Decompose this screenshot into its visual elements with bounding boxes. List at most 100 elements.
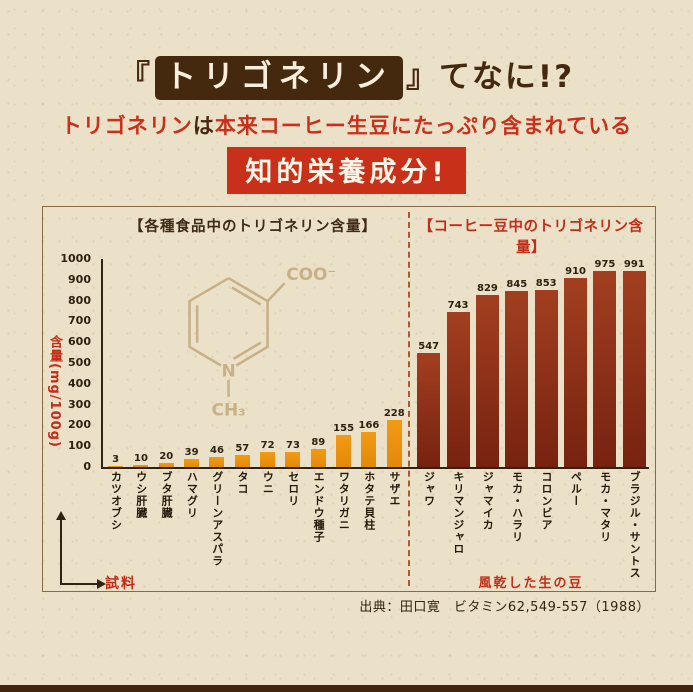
y-axis-label: 含量(mg/100g) bbox=[47, 335, 62, 448]
bar-item: 991 ブラジル・サントス bbox=[620, 259, 649, 579]
header: 『トリゴネリン 』てなに!? トリゴネリンは本来コーヒー生豆にたっぷり含まれている… bbox=[0, 56, 693, 194]
bar-stack: 166 bbox=[359, 259, 379, 467]
food-chart-title: 【各種食品中のトリゴネリン含量】 bbox=[129, 219, 377, 235]
y-tick-label: 400 bbox=[68, 376, 91, 390]
bar-value-label: 845 bbox=[506, 279, 528, 291]
bar-item: 89 エンドウ種子 bbox=[306, 259, 331, 543]
bar-value-label: 853 bbox=[535, 277, 557, 289]
bar-value-label: 910 bbox=[565, 265, 586, 277]
bar-stack: 46 bbox=[209, 259, 225, 467]
bar-value-label: 829 bbox=[477, 282, 498, 294]
title-open-bracket: 『 bbox=[118, 59, 152, 95]
subtitle-rest: 本来コーヒー生豆にたっぷり含まれている bbox=[214, 114, 633, 138]
bar-item: 853 コロンビア bbox=[532, 259, 561, 531]
bar bbox=[446, 312, 470, 467]
category-label: ブタ肝臓 bbox=[160, 471, 174, 519]
bar bbox=[260, 452, 276, 467]
y-tick-label: 900 bbox=[68, 272, 91, 286]
molecule-ch3-label: CH₃ bbox=[212, 400, 246, 420]
molecule-n-label: N bbox=[221, 361, 235, 381]
bar-item: 155 ワタリガニ bbox=[331, 259, 356, 531]
page-title: 『トリゴネリン 』てなに!? bbox=[0, 56, 693, 100]
category-label: モカ・ハラリ bbox=[510, 471, 524, 543]
category-label: ジャワ bbox=[422, 471, 436, 507]
bar-item: 829 ジャマイカ bbox=[473, 259, 502, 531]
bar-stack: 975 bbox=[593, 259, 617, 467]
category-label: ジャマイカ bbox=[481, 471, 495, 531]
y-axis-arrow bbox=[56, 511, 66, 585]
bar bbox=[285, 451, 301, 467]
bar-value-label: 46 bbox=[210, 445, 224, 457]
bar-value-label: 743 bbox=[447, 300, 469, 312]
subtitle: トリゴネリンは本来コーヒー生豆にたっぷり含まれている bbox=[0, 110, 693, 140]
bar-stack: 20 bbox=[158, 259, 174, 467]
bar-stack: 3 bbox=[108, 259, 124, 467]
bar-value-label: 20 bbox=[159, 450, 174, 462]
category-label: ブラジル・サントス bbox=[628, 471, 642, 579]
source-citation: 出典：田口寛 ビタミン62,549-557（1988） bbox=[359, 600, 650, 615]
category-label: ハマグリ bbox=[185, 471, 199, 519]
category-label: ペルー bbox=[569, 471, 583, 507]
bar-stack: 10 bbox=[133, 259, 149, 467]
bar bbox=[475, 294, 499, 467]
bar-value-label: 547 bbox=[418, 341, 440, 353]
category-label: カツオブシ bbox=[109, 471, 123, 531]
bar-stack: 743 bbox=[446, 259, 470, 467]
category-label: モカ・マタリ bbox=[598, 471, 612, 543]
bar-value-label: 89 bbox=[311, 436, 326, 448]
bar-item: 547 ジャワ bbox=[414, 259, 443, 507]
bar-stack: 845 bbox=[505, 259, 529, 467]
y-axis bbox=[101, 259, 103, 467]
bar-stack: 547 bbox=[417, 259, 441, 467]
subtitle-particle: は bbox=[192, 114, 215, 138]
bar-value-label: 991 bbox=[623, 259, 645, 270]
bar-item: 10 ウシ肝臓 bbox=[128, 259, 153, 519]
bar-stack: 829 bbox=[475, 259, 499, 467]
bar bbox=[133, 464, 149, 467]
category-label: ホタテ貝柱 bbox=[362, 471, 376, 531]
bar-item: 20 ブタ肝臓 bbox=[154, 259, 179, 519]
bar-stack: 57 bbox=[234, 259, 250, 467]
category-label: エンドウ種子 bbox=[312, 471, 326, 543]
bar bbox=[622, 271, 646, 467]
category-label: ウシ肝臓 bbox=[134, 471, 148, 519]
bar-stack: 89 bbox=[310, 259, 326, 467]
bar-item: 3 カツオブシ bbox=[103, 259, 128, 531]
y-tick-label: 500 bbox=[68, 356, 91, 369]
molecule-coo-label: COO⁻ bbox=[286, 264, 336, 284]
y-tick-label: 1000 bbox=[60, 252, 91, 265]
bar-stack: 910 bbox=[564, 259, 588, 467]
bar bbox=[564, 277, 588, 467]
section-divider bbox=[408, 212, 410, 586]
category-label: セロリ bbox=[286, 471, 300, 507]
bar-item: 228 サザエ bbox=[382, 259, 407, 507]
title-close-bracket: 』 bbox=[405, 59, 439, 95]
badge-line: 知的栄養成分! bbox=[0, 147, 693, 194]
bar bbox=[505, 291, 529, 467]
bar-item: 39 ハマグリ bbox=[179, 259, 204, 519]
subtitle-lead: トリゴネリン bbox=[60, 114, 193, 138]
bar bbox=[108, 466, 124, 467]
bar bbox=[336, 434, 352, 467]
category-label: コロンビア bbox=[539, 471, 553, 531]
bar-item: 73 セロリ bbox=[280, 259, 305, 507]
bar-stack: 228 bbox=[384, 259, 405, 467]
bar bbox=[209, 457, 225, 467]
bar bbox=[310, 448, 326, 467]
bar-value-label: 228 bbox=[383, 407, 405, 419]
bar-item: 166 ホタテ貝柱 bbox=[356, 259, 381, 531]
x-axis-baseline bbox=[101, 467, 649, 469]
category-label: グリーンアスパラ bbox=[210, 471, 224, 567]
category-label: ウニ bbox=[261, 471, 275, 495]
y-tick-label: 800 bbox=[68, 293, 91, 307]
y-tick-label: 600 bbox=[68, 335, 91, 349]
bar-value-label: 10 bbox=[134, 452, 148, 464]
bar-item: 845 モカ・ハラリ bbox=[502, 259, 531, 543]
bar-stack: 72 bbox=[260, 259, 276, 467]
bar-item: 46 グリーンアスパラ bbox=[204, 259, 229, 567]
bar-value-label: 3 bbox=[112, 454, 120, 466]
bar-value-label: 975 bbox=[594, 259, 616, 270]
category-label: サザエ bbox=[388, 471, 402, 507]
bar-stack: 39 bbox=[184, 259, 200, 467]
